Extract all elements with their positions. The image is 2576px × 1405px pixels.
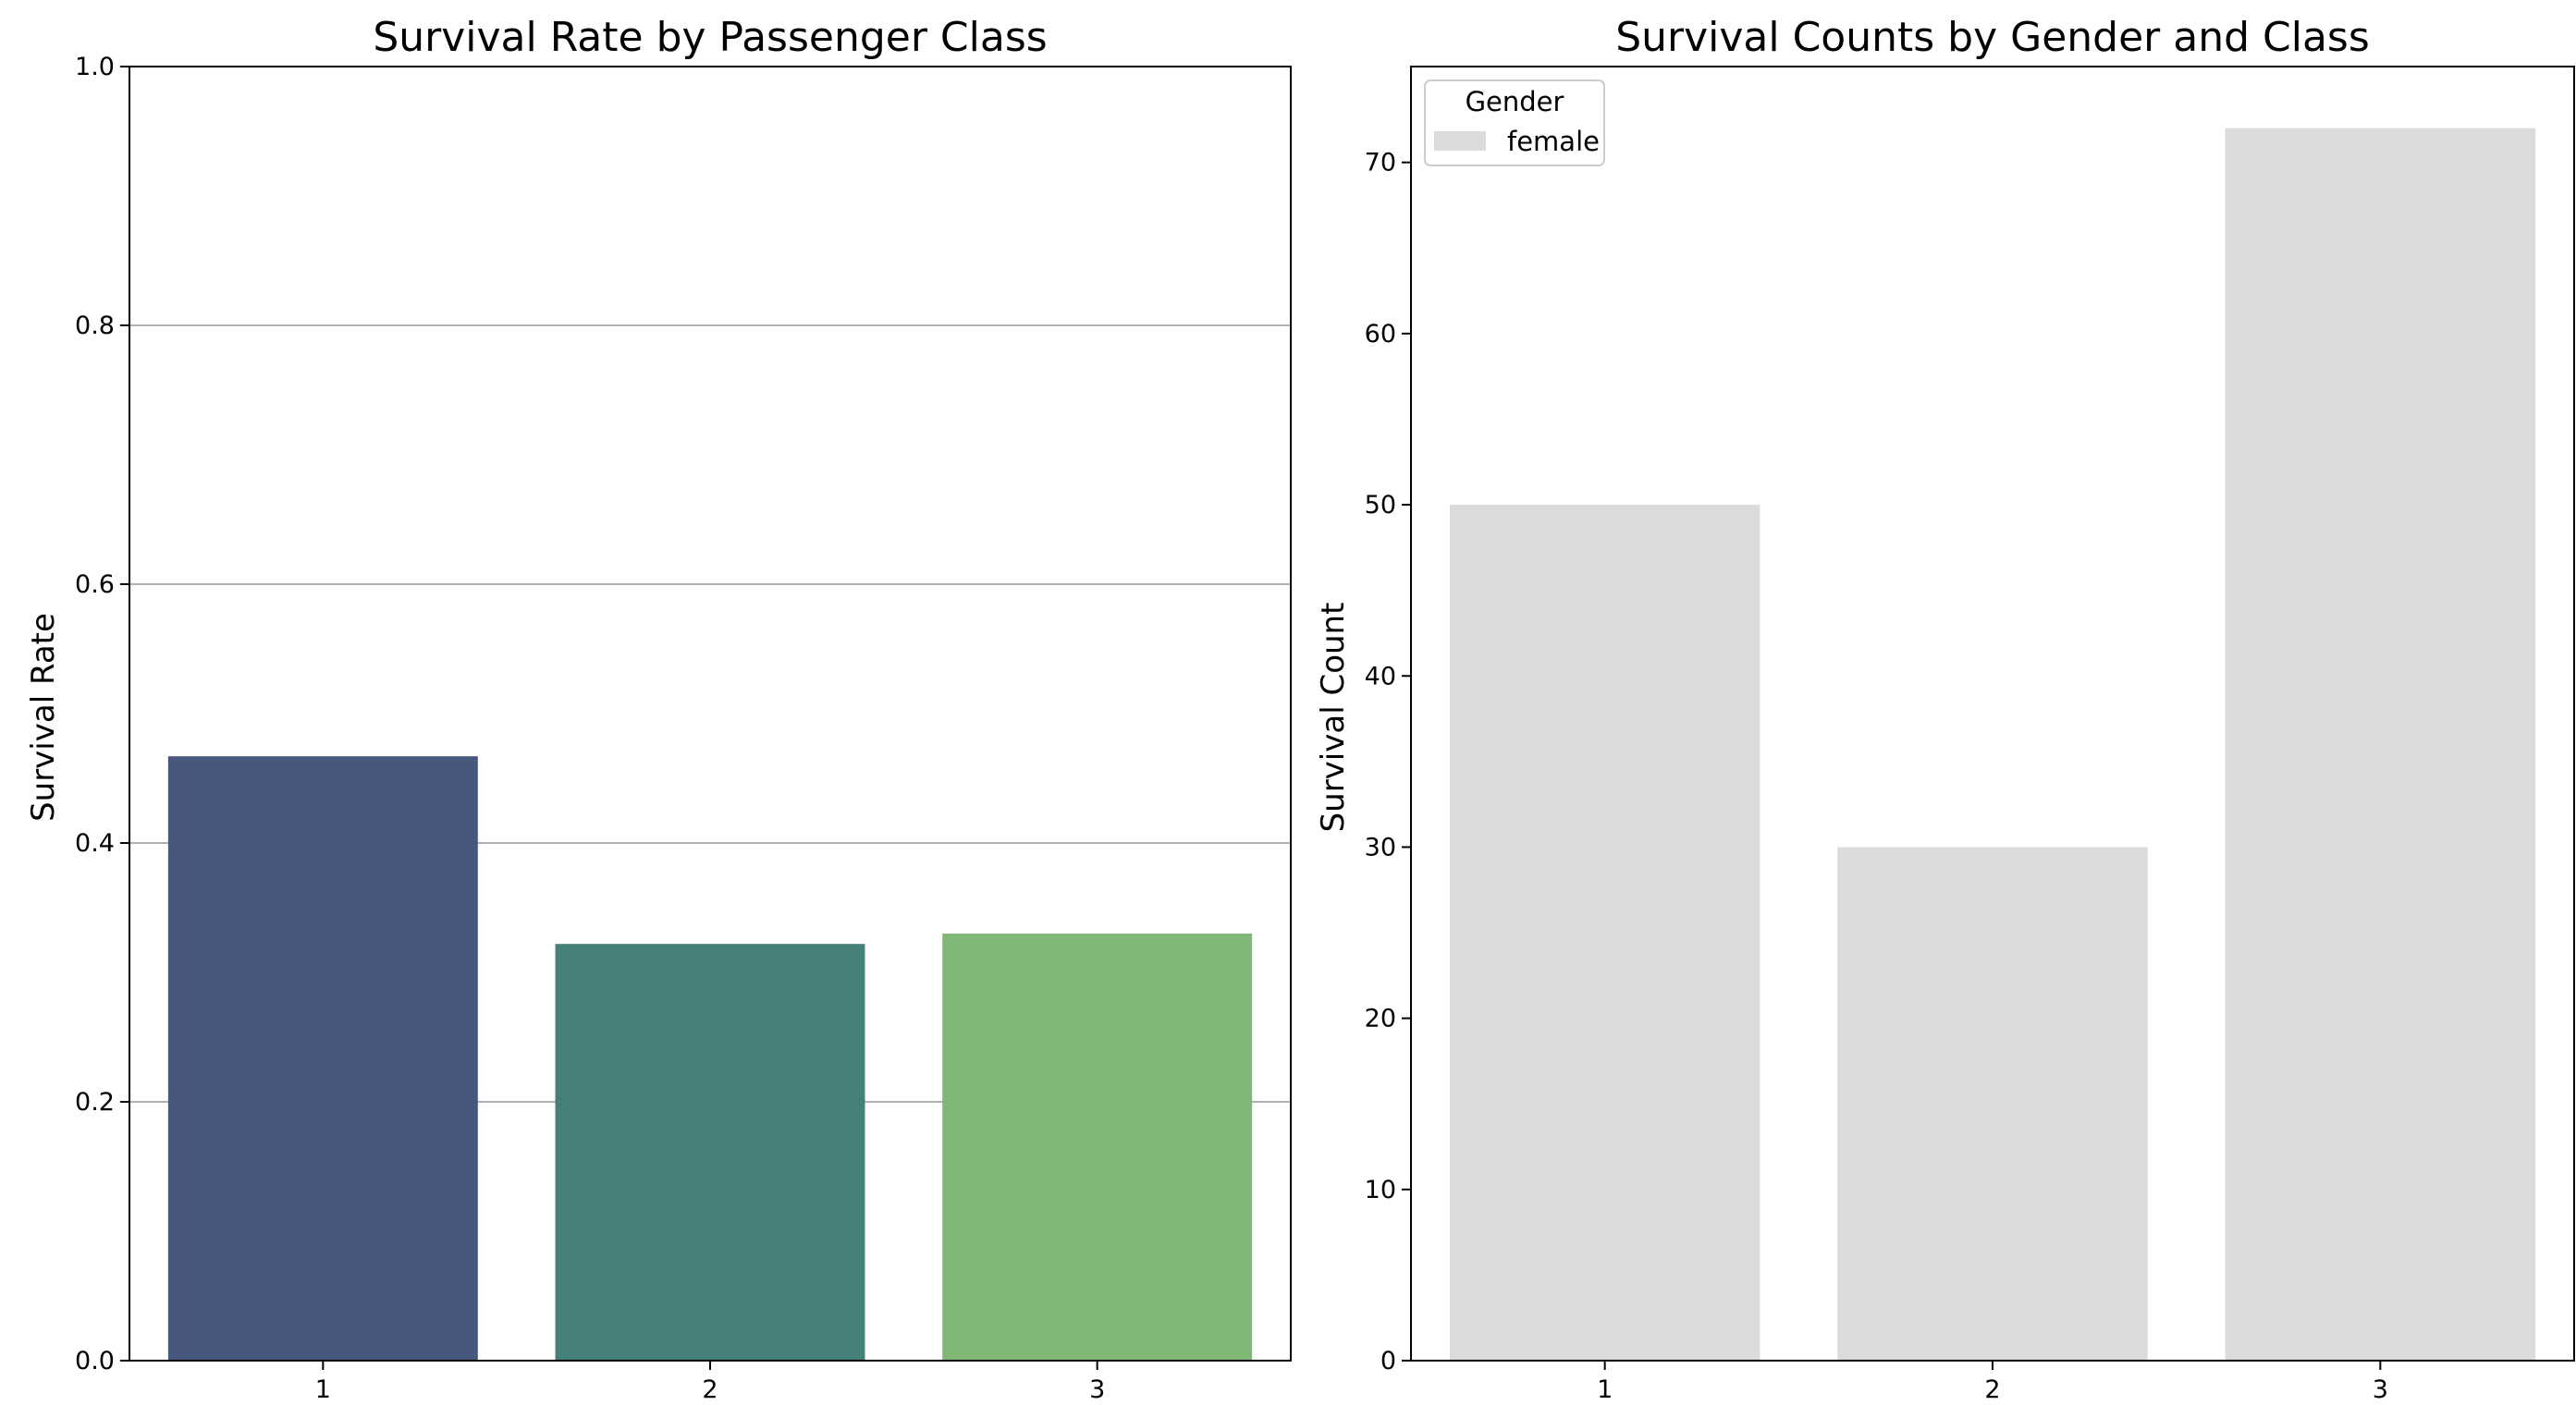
x-tick-label: 2	[1984, 1375, 2000, 1404]
legend-title: Gender	[1466, 86, 1564, 117]
bar-class-2	[555, 944, 865, 1361]
bar-class-3	[942, 934, 1253, 1361]
y-tick-label: 30	[1365, 833, 1396, 861]
chart-title: Survival Rate by Passenger Class	[373, 14, 1047, 61]
bar-class-3	[2225, 128, 2536, 1362]
plot-frame	[1410, 66, 2575, 1362]
y-tick-label: 20	[1365, 1005, 1396, 1033]
x-ticks: 1 2 3	[1597, 1361, 2388, 1404]
bar-class-1	[1449, 505, 1760, 1361]
bars	[167, 756, 1253, 1361]
y-tick-label: 0	[1380, 1347, 1396, 1375]
y-tick-label: 10	[1365, 1176, 1396, 1204]
x-ticks: 1 2 3	[315, 1361, 1105, 1404]
legend: Gender female	[1424, 79, 1605, 166]
bar-class-2	[1837, 847, 2148, 1361]
x-tick-label: 1	[1597, 1375, 1613, 1404]
y-tick-label: 0.0	[75, 1347, 115, 1375]
y-tick-label: 60	[1365, 320, 1396, 348]
y-ticks: 0.0 0.2 0.4 0.6 0.8 1.0	[75, 53, 129, 1375]
x-tick-label: 3	[1089, 1375, 1105, 1404]
x-tick-label: 1	[315, 1375, 331, 1404]
y-tick-label: 40	[1365, 662, 1396, 690]
chart-survival-rate: Survival Rate by Passenger Class Surviva…	[25, 14, 1292, 1404]
y-tick-label: 1.0	[75, 53, 115, 81]
y-tick-label: 0.8	[75, 312, 115, 340]
y-tick-label: 50	[1365, 491, 1396, 519]
bar-class-1	[167, 756, 478, 1361]
y-tick-label: 0.6	[75, 570, 115, 599]
y-tick-label: 70	[1365, 149, 1396, 177]
y-tick-label: 0.4	[75, 829, 115, 858]
bars	[1449, 128, 2536, 1362]
y-ticks: 0 10 20 30 40 50 60 70	[1365, 149, 1411, 1375]
chart-survival-counts: Survival Counts by Gender and Class Surv…	[1315, 14, 2575, 1404]
legend-swatch	[1434, 131, 1486, 151]
plot-frame	[129, 66, 1292, 1362]
y-axis-label: Survival Rate	[25, 613, 62, 822]
legend-label: female	[1507, 126, 1600, 157]
y-tick-label: 0.2	[75, 1088, 115, 1117]
chart-title: Survival Counts by Gender and Class	[1615, 14, 2370, 61]
y-axis-label: Survival Count	[1315, 603, 1352, 833]
x-tick-label: 3	[2373, 1375, 2388, 1404]
x-tick-label: 2	[702, 1375, 718, 1404]
